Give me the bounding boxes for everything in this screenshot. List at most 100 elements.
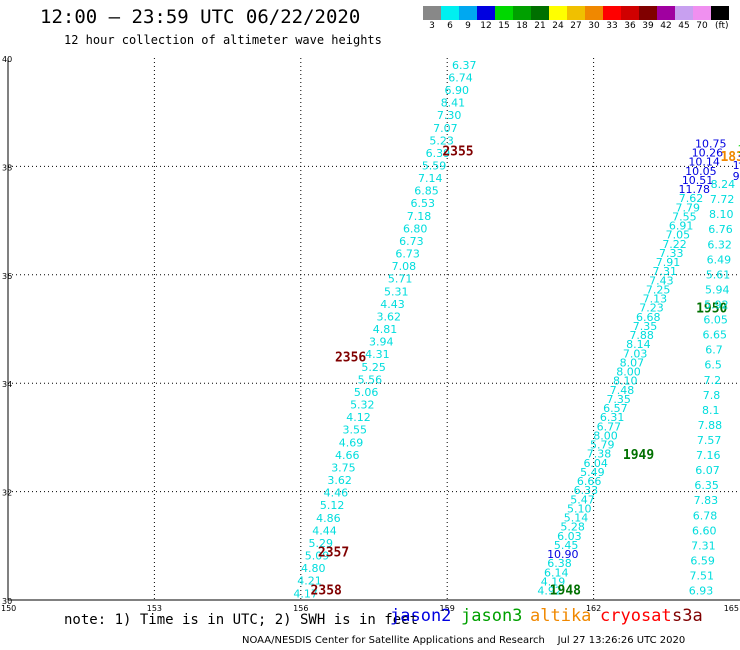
color-swatch [513, 6, 531, 20]
color-swatch [675, 6, 693, 20]
wave-height-label: 3.55 [343, 424, 368, 437]
wave-height-label: 6.7 [705, 344, 723, 357]
credit-line: NOAA/NESDIS Center for Satellite Applica… [242, 635, 686, 646]
color-scale-label: 27 [570, 21, 582, 31]
wave-height-label: 7.14 [418, 172, 443, 185]
wave-height-label: 5.61 [706, 268, 731, 281]
wave-height-label: 7.83 [694, 494, 719, 507]
wave-height-label: 5.79 [590, 439, 615, 452]
wave-height-label: 5.59 [422, 159, 447, 172]
y-tick-label: 30 [2, 597, 12, 606]
wave-height-label: 8.1 [702, 404, 720, 417]
wave-height-label: 5.32 [350, 399, 375, 412]
page-subtitle: 12 hour collection of altimeter wave hei… [64, 33, 382, 47]
wave-height-label: 5.56 [358, 373, 383, 386]
time-label: 1950 [696, 302, 727, 317]
wave-height-label: 7.03 [623, 347, 648, 360]
wave-height-label: 5.28 [560, 521, 585, 534]
x-tick-label: 153 [147, 604, 162, 613]
wave-height-label: 4.31 [365, 348, 390, 361]
wave-height-label: 3.62 [327, 474, 352, 487]
satellite-legend-s3a: s3a [672, 606, 703, 626]
wave-height-label: 5.06 [354, 386, 379, 399]
wave-height-label: 6.05 [703, 314, 728, 327]
color-scale-labels: 3 6 9 12 15 18 21 24 27 30 33 36 39 42 45 70 (ft) [423, 20, 740, 32]
wave-height-label: 3.94 [369, 336, 394, 349]
page-title: 12:00 – 23:59 UTC 06/22/2020 [40, 6, 361, 28]
wave-height-label: 6.78 [693, 509, 718, 522]
wave-height-label: 5.09 [305, 550, 330, 563]
satellite-legend-cryosat: cryosat [600, 606, 672, 626]
time-label: 1838 [720, 150, 740, 165]
wave-height-label: 8.10 [709, 208, 734, 221]
wave-height-label: 7.88 [629, 329, 654, 342]
wave-height-label: 7.13 [643, 293, 668, 306]
wave-height-label: 6.5 [704, 359, 722, 372]
wave-height-label: 8.00 [593, 429, 618, 442]
edge-wave-label: 10. [738, 154, 740, 167]
wave-height-label: 5.23 [429, 134, 454, 147]
color-scale-label: 12 [480, 21, 492, 31]
color-scale-swatches [423, 6, 740, 20]
x-tick-label: 162 [586, 604, 601, 613]
wave-height-label: 8.14 [626, 338, 651, 351]
color-swatch [603, 6, 621, 20]
wave-height-label: 7.2 [704, 374, 722, 387]
wave-height-label: 8.00 [616, 366, 641, 379]
wave-height-label: 7.07 [433, 122, 458, 135]
color-scale-label: 21 [534, 21, 546, 31]
wave-height-label: 4.66 [335, 449, 360, 462]
color-swatch [459, 6, 477, 20]
color-swatch [495, 6, 513, 20]
wave-height-label: 7.62 [679, 192, 704, 205]
wave-height-label: 7.35 [633, 320, 658, 333]
wave-height-label: 7.16 [696, 449, 721, 462]
wave-height-label: 7.79 [675, 201, 700, 214]
wave-height-label: 7.33 [659, 247, 684, 260]
color-scale-label: 45 [678, 21, 690, 31]
wave-height-label: 6.39 [426, 147, 451, 160]
wave-height-label: 7.88 [698, 419, 723, 432]
wave-height-label: 7.25 [646, 283, 671, 296]
wave-height-label: 10.51 [682, 174, 714, 187]
wave-height-label: 5.49 [580, 466, 605, 479]
wave-height-label: 4.81 [373, 323, 398, 336]
wave-height-label: 7.38 [587, 448, 612, 461]
satellite-legend-jason3: jason3 [461, 606, 523, 626]
wave-height-label: 8.07 [620, 356, 645, 369]
wave-height-label: 6.14 [544, 566, 569, 579]
wave-height-label: 6.68 [636, 311, 661, 324]
y-tick-label: 34 [2, 380, 12, 389]
wave-height-label: 4.92 [537, 585, 562, 598]
wave-height-label: 5.71 [388, 273, 413, 286]
wave-height-label: 5.10 [567, 502, 592, 515]
wave-height-label: 4.46 [324, 487, 349, 500]
color-swatch [621, 6, 639, 20]
wave-height-label: 5.45 [554, 539, 579, 552]
wave-height-label: 6.80 [403, 222, 428, 235]
wave-height-label: 7.57 [697, 434, 722, 447]
wave-height-label: 7.8 [703, 389, 721, 402]
wave-height-label: 6.60 [692, 524, 717, 537]
wave-height-label: 6.37 [452, 59, 477, 72]
color-scale-label: 39 [642, 21, 654, 31]
wave-height-label: 7.35 [606, 393, 631, 406]
wave-height-label: 6.90 [444, 84, 469, 97]
wave-height-label: 6.57 [603, 402, 628, 415]
x-tick-label: 156 [293, 604, 308, 613]
y-tick-label: 32 [2, 489, 12, 498]
wave-height-label: 10.26 [692, 147, 724, 160]
wave-height-label: 4.17 [293, 587, 318, 600]
wave-height-label: 4.80 [301, 562, 326, 575]
wave-height-label: 7.91 [656, 256, 681, 269]
wave-height-label: 5.92 [704, 299, 729, 312]
wave-height-label: 6.77 [597, 420, 622, 433]
wave-height-label: 6.74 [448, 71, 473, 84]
wave-height-label: 4.44 [312, 524, 337, 537]
wave-height-label: 6.38 [547, 557, 572, 570]
color-scale-label: 15 [498, 21, 510, 31]
wave-height-label: 7.18 [407, 210, 432, 223]
time-label: 2357 [318, 546, 349, 561]
